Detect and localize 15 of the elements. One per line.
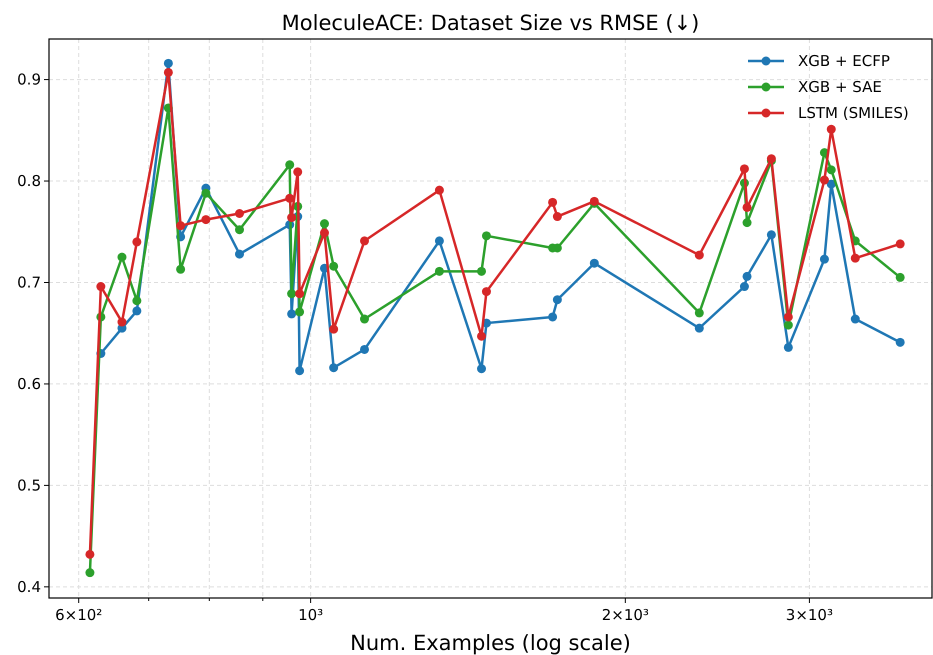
chart-title: MoleculeACE: Dataset Size vs RMSE (↓): [282, 11, 700, 35]
legend-label: XGB + ECFP: [798, 52, 890, 70]
y-tick-label: 0.8: [17, 172, 41, 190]
x-axis-title: Num. Examples (log scale): [350, 631, 631, 655]
y-tick-label: 0.7: [17, 273, 41, 292]
y-tick-label: 0.5: [17, 476, 41, 494]
x-tick-label: 2×10³: [602, 606, 649, 624]
y-tick-label: 0.6: [17, 374, 41, 393]
x-tick-label: 3×10³: [786, 606, 834, 624]
y-tick-label: 0.9: [17, 70, 41, 89]
legend-label: LSTM (SMILES): [798, 104, 909, 122]
y-tick-label: 0.4: [17, 578, 41, 596]
x-tick-label: 6×10²: [55, 606, 102, 624]
legend-label: XGB + SAE: [798, 78, 882, 96]
x-tick-label: 10³: [298, 606, 324, 624]
